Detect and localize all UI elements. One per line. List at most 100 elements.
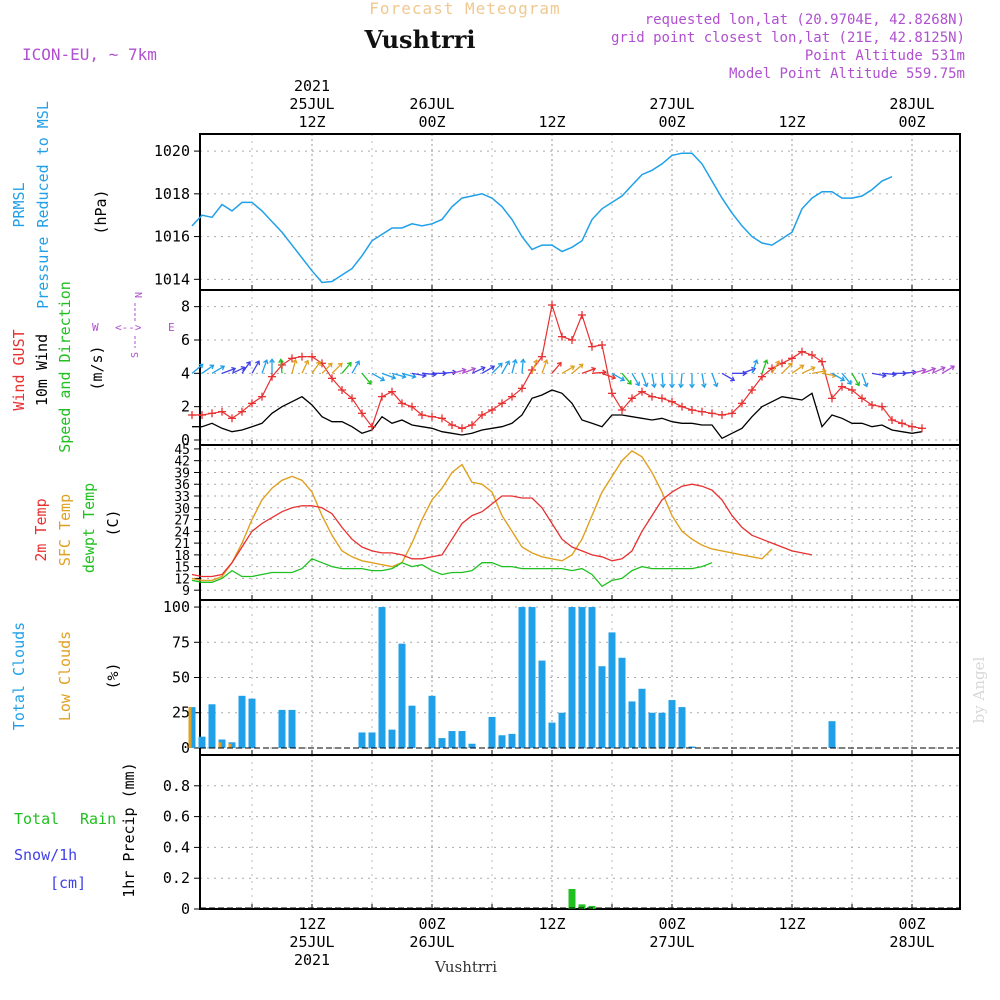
wind-direction-arrow (921, 366, 937, 374)
wind-gust-point (358, 409, 366, 418)
temp-ytick-label: 24 (174, 525, 190, 540)
pressure-unit-label: (hPa) (92, 189, 110, 234)
wind-gust-point (868, 401, 876, 409)
arrow-shaft (941, 365, 955, 374)
total-clouds-bar (618, 657, 626, 748)
arrow-shaft (521, 359, 524, 374)
total-clouds-bar (378, 607, 386, 748)
wind-direction-arrow (501, 360, 511, 374)
wind-gust-point (548, 301, 556, 309)
wind-gust-point (748, 386, 756, 394)
arrow-shaft (931, 366, 945, 374)
total-clouds-bar (428, 695, 436, 748)
total-clouds-bar (498, 735, 506, 748)
wind-direction-arrow (471, 366, 486, 374)
arrow-head (480, 366, 486, 372)
bottom-time-label: 28JUL (889, 933, 934, 951)
total-clouds-bar (568, 607, 576, 748)
temp-unit-label: (C) (104, 509, 122, 536)
wind-gust-point (438, 414, 446, 423)
arrow-shaft (501, 360, 510, 374)
temp-ytick-label: 9 (182, 584, 190, 599)
wind-direction-arrow (851, 373, 861, 387)
precip-bar (568, 888, 576, 909)
watermark: by Angel (970, 656, 988, 723)
wind-gust-point (838, 382, 846, 391)
arrow-head (643, 382, 649, 388)
total-clouds-bar (828, 721, 836, 748)
arrow-head (799, 364, 805, 370)
precip-ytick-label: 0 (181, 900, 190, 918)
wind-gust-point (678, 402, 686, 411)
bottom-time-label: 27JUL (649, 933, 694, 951)
arrow-head (391, 374, 397, 380)
arrow-shaft (861, 373, 868, 387)
wind-speed-series-line (192, 389, 923, 440)
arrow-head (346, 361, 352, 367)
panel-frame (199, 289, 961, 446)
arrow-shaft (571, 363, 584, 374)
arrow-shaft (821, 372, 836, 377)
arrow-head (713, 382, 719, 388)
temp-ytick-label: 45 (174, 443, 190, 458)
wind-direction-arrow (651, 373, 657, 389)
arrow-shaft (721, 372, 735, 381)
wind-gust-point (448, 421, 456, 429)
temp-dewpt-series-line (191, 558, 713, 588)
arrow-shaft (331, 362, 343, 374)
total-clouds-bar (288, 709, 296, 748)
compass-north: N (134, 292, 145, 298)
wind-direction-arrow (621, 372, 632, 385)
grid-point-coords: grid point closest lon,lat (21E, 42.8125… (611, 30, 965, 46)
total-clouds-bar (468, 743, 476, 748)
wind-direction-arrow (461, 366, 477, 374)
panel-frame (199, 444, 961, 601)
total-clouds-bar (658, 712, 666, 748)
wind-direction-arrow (451, 367, 467, 374)
total-clouds-bar (398, 643, 406, 748)
arrow-head (570, 365, 576, 371)
wind-direction-arrow (311, 360, 321, 374)
wind-direction-arrow (231, 366, 246, 374)
top-time-label: 2021 (294, 77, 330, 95)
wind-gust-point (848, 386, 856, 394)
arrow-shaft (921, 367, 936, 374)
wind-gust-point (758, 372, 766, 381)
wind-gust-point (468, 421, 476, 429)
wind-gust-label: Wind GUST (10, 329, 28, 410)
wind-gust-point (408, 402, 416, 411)
arrow-shaft (231, 366, 245, 374)
total-clouds-bar (208, 704, 216, 748)
arrow-head (931, 366, 937, 373)
arrow-head (380, 376, 386, 382)
total-clouds-bar (248, 698, 256, 748)
arrow-shaft (641, 373, 648, 387)
precip-ytick-label: 0.4 (163, 838, 190, 856)
pressure-ytick-label: 1020 (154, 142, 190, 160)
clouds-ytick-label: 75 (172, 633, 190, 651)
wind-direction-arrow (721, 372, 736, 382)
arrow-shaft (261, 359, 268, 374)
wind-direction-arrow (211, 365, 226, 374)
wind-gust-point (308, 352, 316, 361)
footer-location: Vushtrri (434, 958, 497, 976)
wind-gust-point (918, 424, 926, 433)
wind-gust-point (728, 409, 736, 418)
wind-direction-arrow (551, 361, 562, 374)
pressure-ytick-label: 1018 (154, 185, 190, 203)
wind-direction-arrow (201, 364, 215, 374)
arrow-shaft (791, 364, 804, 374)
wind-direction-arrow (711, 373, 719, 388)
arrow-shaft (481, 365, 495, 374)
wind-gust-point (488, 406, 496, 414)
arrow-head (246, 360, 251, 366)
wind-gust-series-line (192, 304, 923, 429)
top-time-label: 26JUL (409, 95, 454, 113)
arrow-shaft (491, 362, 503, 374)
arrow-head (921, 367, 927, 374)
arrow-shaft (611, 372, 625, 381)
wind-gust-point (658, 394, 666, 403)
wind-gust-point (258, 392, 266, 401)
bottom-time-label: 12Z (298, 915, 325, 933)
